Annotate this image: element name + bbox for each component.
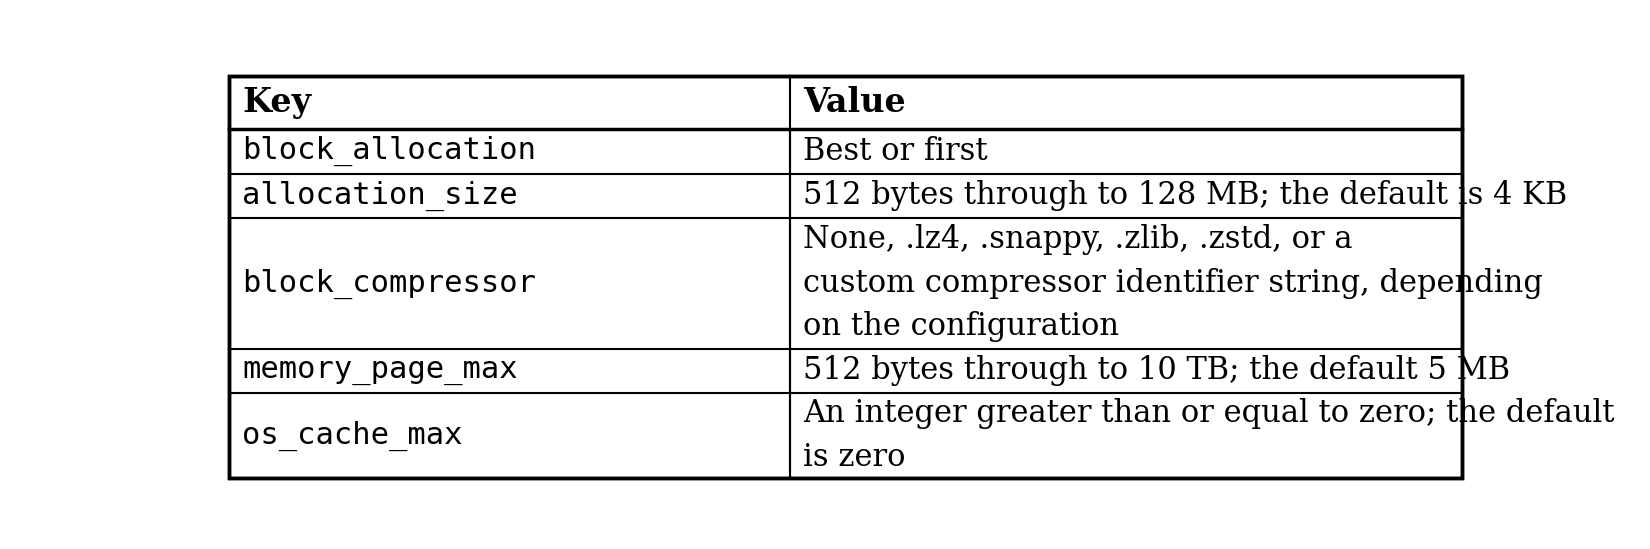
Text: An integer greater than or equal to zero; the default: An integer greater than or equal to zero… [804, 399, 1614, 429]
Text: on the configuration: on the configuration [804, 311, 1119, 343]
Text: Best or first: Best or first [804, 136, 988, 167]
Text: custom compressor identifier string, depending: custom compressor identifier string, dep… [804, 268, 1543, 299]
Text: os_cache_max: os_cache_max [243, 421, 462, 451]
Text: None, .lz4, .snappy, .zlib, .zstd, or a: None, .lz4, .snappy, .zlib, .zstd, or a [804, 225, 1353, 255]
Text: allocation_size: allocation_size [243, 181, 518, 211]
Text: Value: Value [804, 86, 906, 119]
Text: 512 bytes through to 128 MB; the default is 4 KB: 512 bytes through to 128 MB; the default… [804, 181, 1568, 211]
Text: block_allocation: block_allocation [243, 136, 536, 166]
Text: is zero: is zero [804, 442, 906, 473]
Text: memory_page_max: memory_page_max [243, 356, 518, 385]
Text: block_compressor: block_compressor [243, 268, 536, 299]
Text: 512 bytes through to 10 TB; the default 5 MB: 512 bytes through to 10 TB; the default … [804, 356, 1510, 386]
Text: Key: Key [243, 86, 312, 119]
